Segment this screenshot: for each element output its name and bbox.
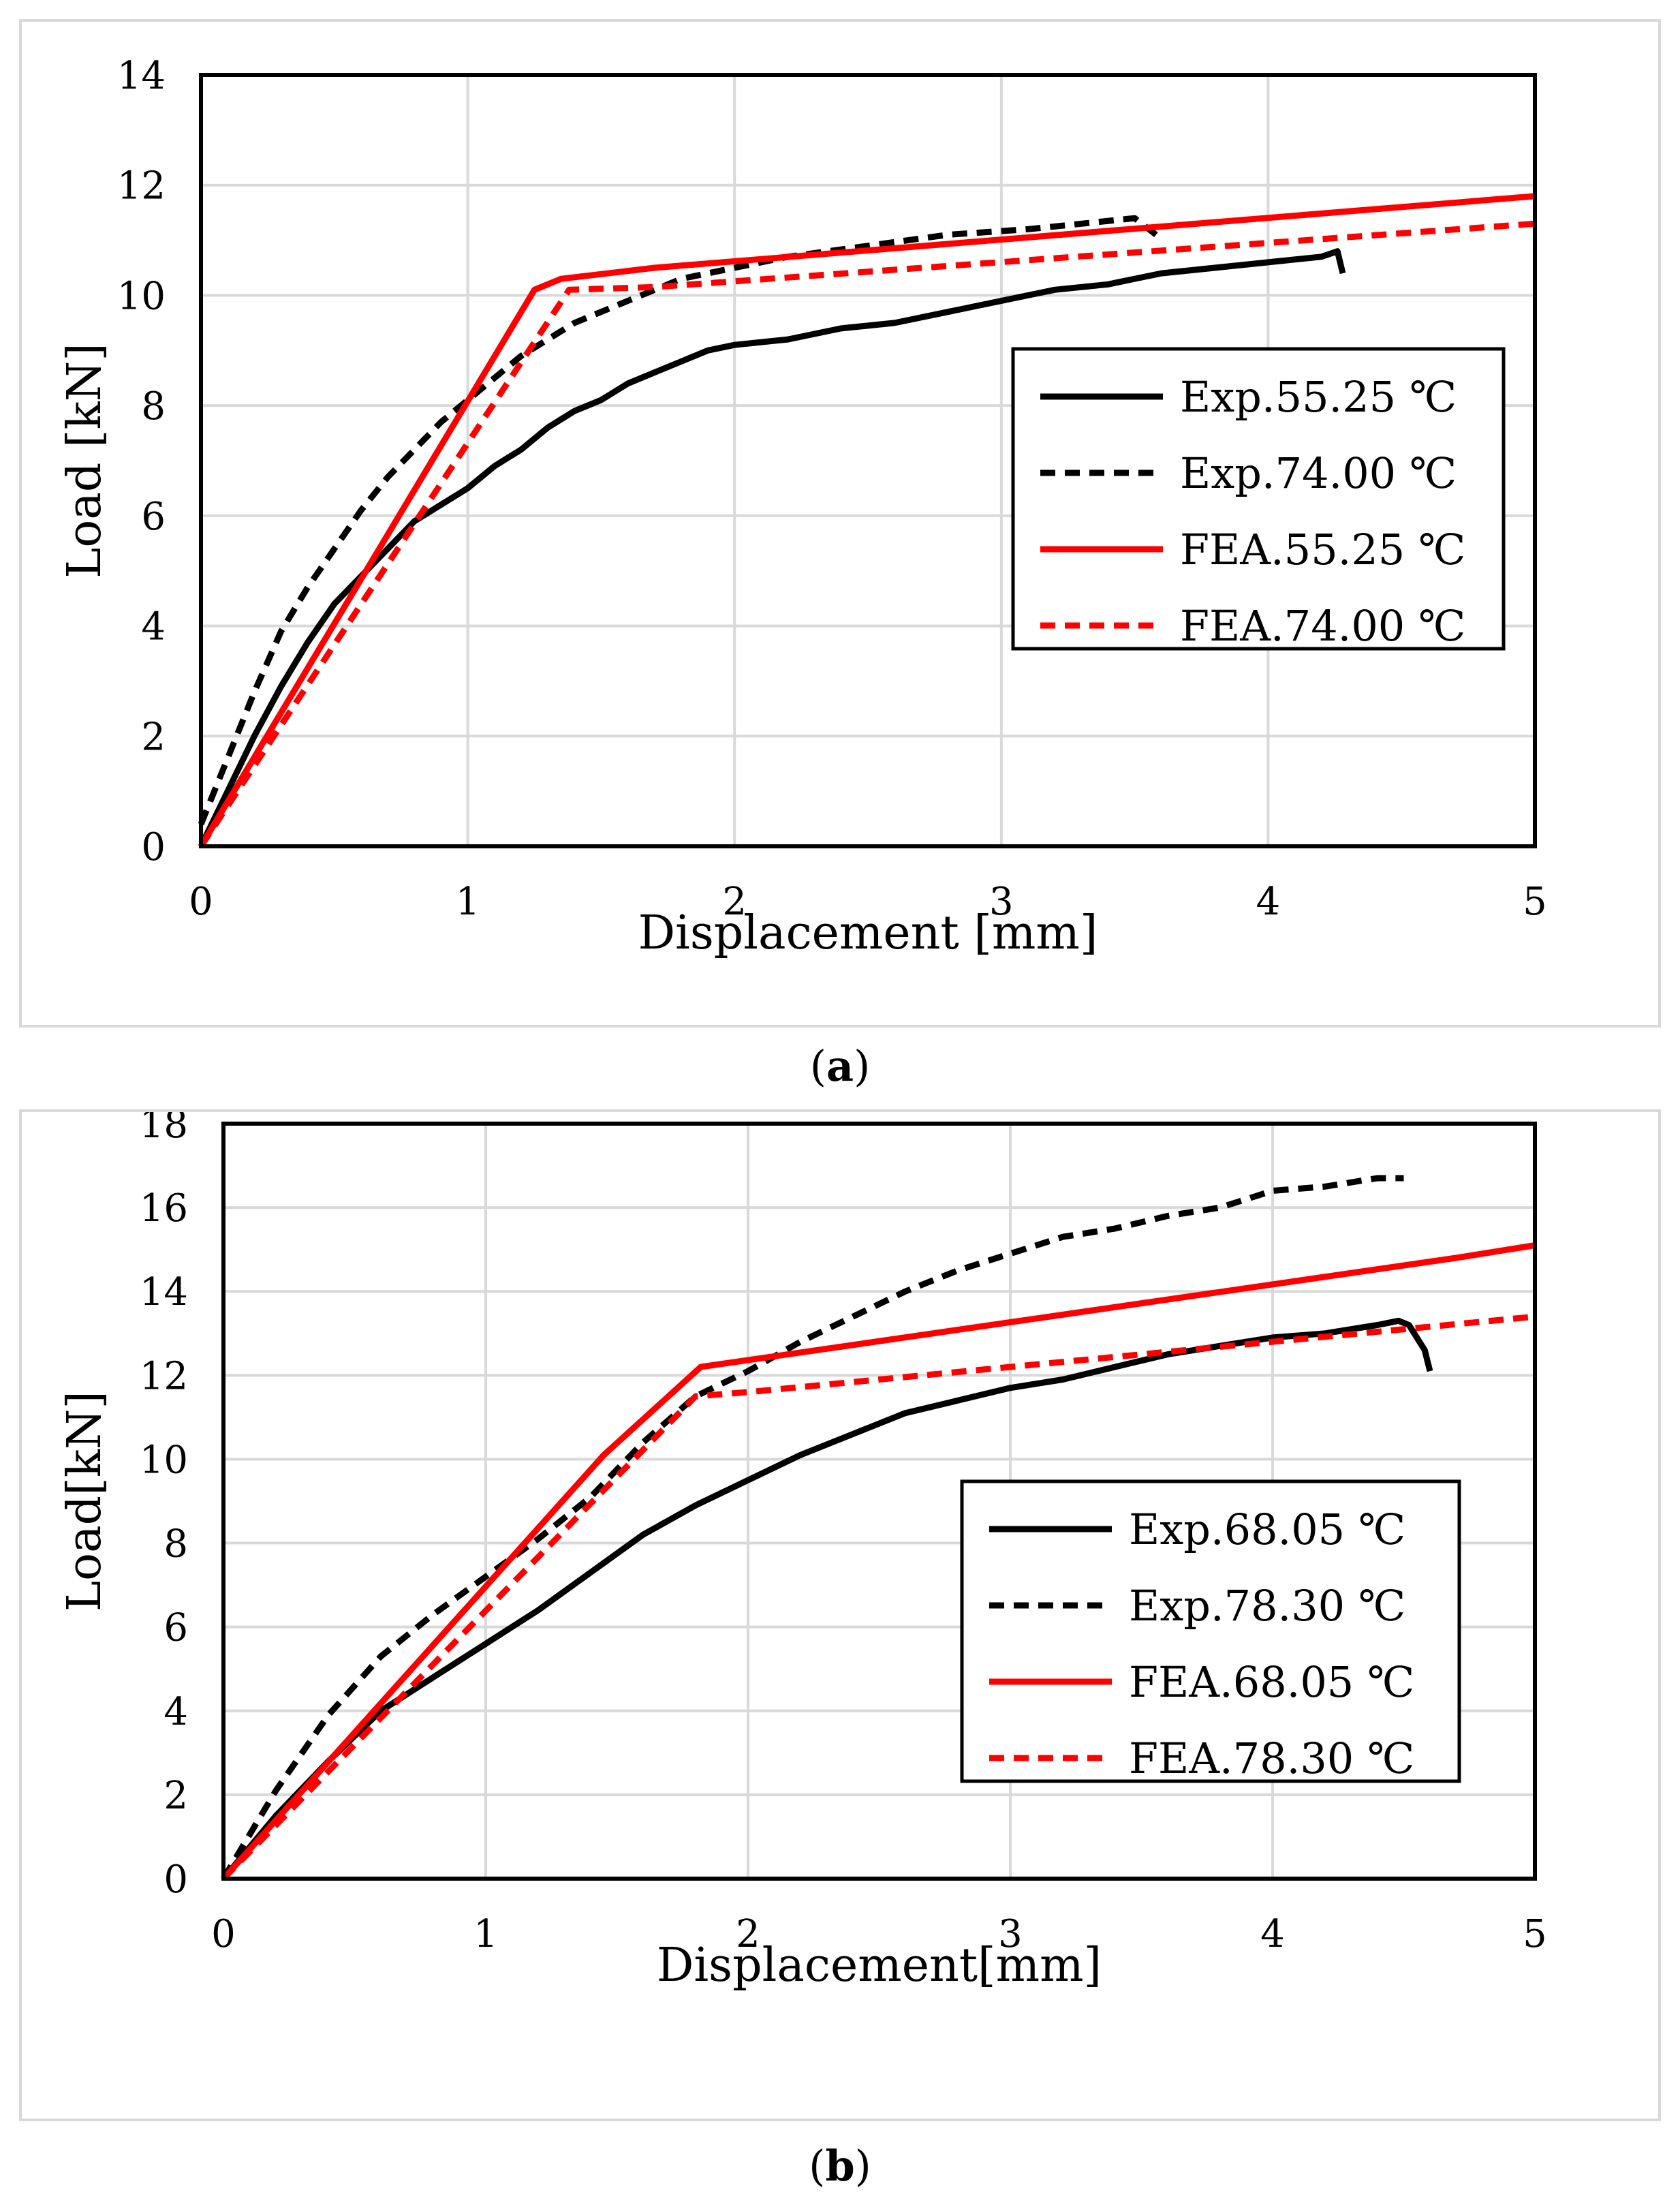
x-tick-label: 0 bbox=[189, 880, 213, 924]
chart-b: 0 1 2 3 4 5024681012141618Displacement[mm]Loa… bbox=[58, 1112, 1547, 1992]
y-tick-label: 8 bbox=[164, 1522, 188, 1567]
x-axis-label: Displacement [mm] bbox=[638, 906, 1098, 960]
plot-area-border bbox=[199, 73, 1537, 848]
series-line-1 bbox=[198, 248, 1346, 848]
y-tick-label: 2 bbox=[141, 715, 166, 759]
y-tick-label: 10 bbox=[117, 274, 166, 318]
legend-entry-label: Exp.78.30 ℃ bbox=[1129, 1581, 1405, 1631]
caption-a: (a) bbox=[809, 1041, 871, 1091]
x-tick-label: 2 bbox=[736, 1912, 760, 1956]
caption-b-label: b bbox=[825, 2141, 855, 2191]
chart-panel-b: 0 1 2 3 4 5 0 2 4 6 8 10 12 14 16 18 Displacement[mm] Loa… bbox=[19, 1109, 1661, 2121]
y-tick-label: 6 bbox=[141, 495, 166, 539]
x-axis-label: Displacement[mm] bbox=[657, 1939, 1102, 1992]
legend-entry-label: FEA.78.30 ℃ bbox=[1129, 1734, 1414, 1783]
caption-a-label: a bbox=[826, 1041, 854, 1091]
x-tick-label: 1 bbox=[456, 880, 480, 924]
y-tick-label: 16 bbox=[140, 1186, 188, 1231]
x-tick-label: 4 bbox=[1260, 1912, 1285, 1956]
series-line-3 bbox=[221, 1242, 1536, 1881]
x-tick-label: 5 bbox=[1523, 1912, 1547, 1956]
x-tick-label: 2 bbox=[722, 880, 747, 924]
legend-a: Exp.55.25 ℃ Exp.74.00 ℃ FEA.55.25 ℃ FEA.74.… bbox=[1011, 347, 1506, 651]
y-tick-label: 10 bbox=[140, 1438, 188, 1482]
y-axis-label: Load [kN] bbox=[58, 343, 112, 579]
y-tick-label: 4 bbox=[141, 605, 166, 649]
y-tick-label: 4 bbox=[164, 1690, 188, 1734]
legend-entry-label: Exp.55.25 ℃ bbox=[1180, 372, 1457, 422]
plot-area-border bbox=[221, 1122, 1537, 1881]
series-line-1 bbox=[221, 1317, 1433, 1881]
legend-entry-label: Exp.74.00 ℃ bbox=[1180, 448, 1457, 498]
y-tick-label: 6 bbox=[164, 1606, 188, 1650]
x-tick-label: 1 bbox=[473, 1912, 498, 1956]
legend-entry-label: Exp.68.05 ℃ bbox=[1129, 1505, 1405, 1554]
x-tick-label: 0 bbox=[211, 1912, 236, 1956]
series-line-3 bbox=[198, 193, 1536, 848]
y-tick-label: 14 bbox=[117, 54, 166, 98]
y-tick-label: 0 bbox=[141, 825, 166, 869]
legend-entry-label: FEA.55.25 ℃ bbox=[1180, 525, 1465, 574]
y-tick-label: 8 bbox=[141, 384, 166, 429]
chart-panel-a: 0 1 2 3 4 5 0 2 4 6 8 10 12 14 Displacement [mm] Load [… bbox=[19, 19, 1661, 1028]
x-tick-label: 3 bbox=[989, 880, 1014, 924]
y-tick-label: 2 bbox=[164, 1774, 188, 1818]
y-tick-label: 18 bbox=[140, 1112, 188, 1147]
series-line-2 bbox=[198, 215, 1158, 826]
y-axis-label: Load[kN] bbox=[58, 1391, 112, 1612]
x-tick-label: 4 bbox=[1256, 880, 1281, 924]
series-line-2 bbox=[221, 1175, 1404, 1881]
y-tick-label: 12 bbox=[140, 1354, 188, 1398]
x-tick-label: 3 bbox=[998, 1912, 1023, 1956]
caption-b: (b) bbox=[809, 2141, 871, 2191]
y-tick-label: 14 bbox=[140, 1270, 188, 1314]
legend-entry-label: FEA.68.05 ℃ bbox=[1129, 1657, 1414, 1707]
legend-entry-label: FEA.74.00 ℃ bbox=[1180, 601, 1465, 651]
series-line-4 bbox=[198, 220, 1536, 848]
y-tick-label: 0 bbox=[164, 1858, 188, 1902]
x-tick-label: 5 bbox=[1523, 880, 1547, 924]
y-tick-label: 12 bbox=[117, 164, 166, 209]
series-line-4 bbox=[221, 1313, 1536, 1881]
legend-b: Exp.68.05 ℃ Exp.78.30 ℃ FEA.68.05 ℃ FEA.78.… bbox=[960, 1479, 1461, 1783]
